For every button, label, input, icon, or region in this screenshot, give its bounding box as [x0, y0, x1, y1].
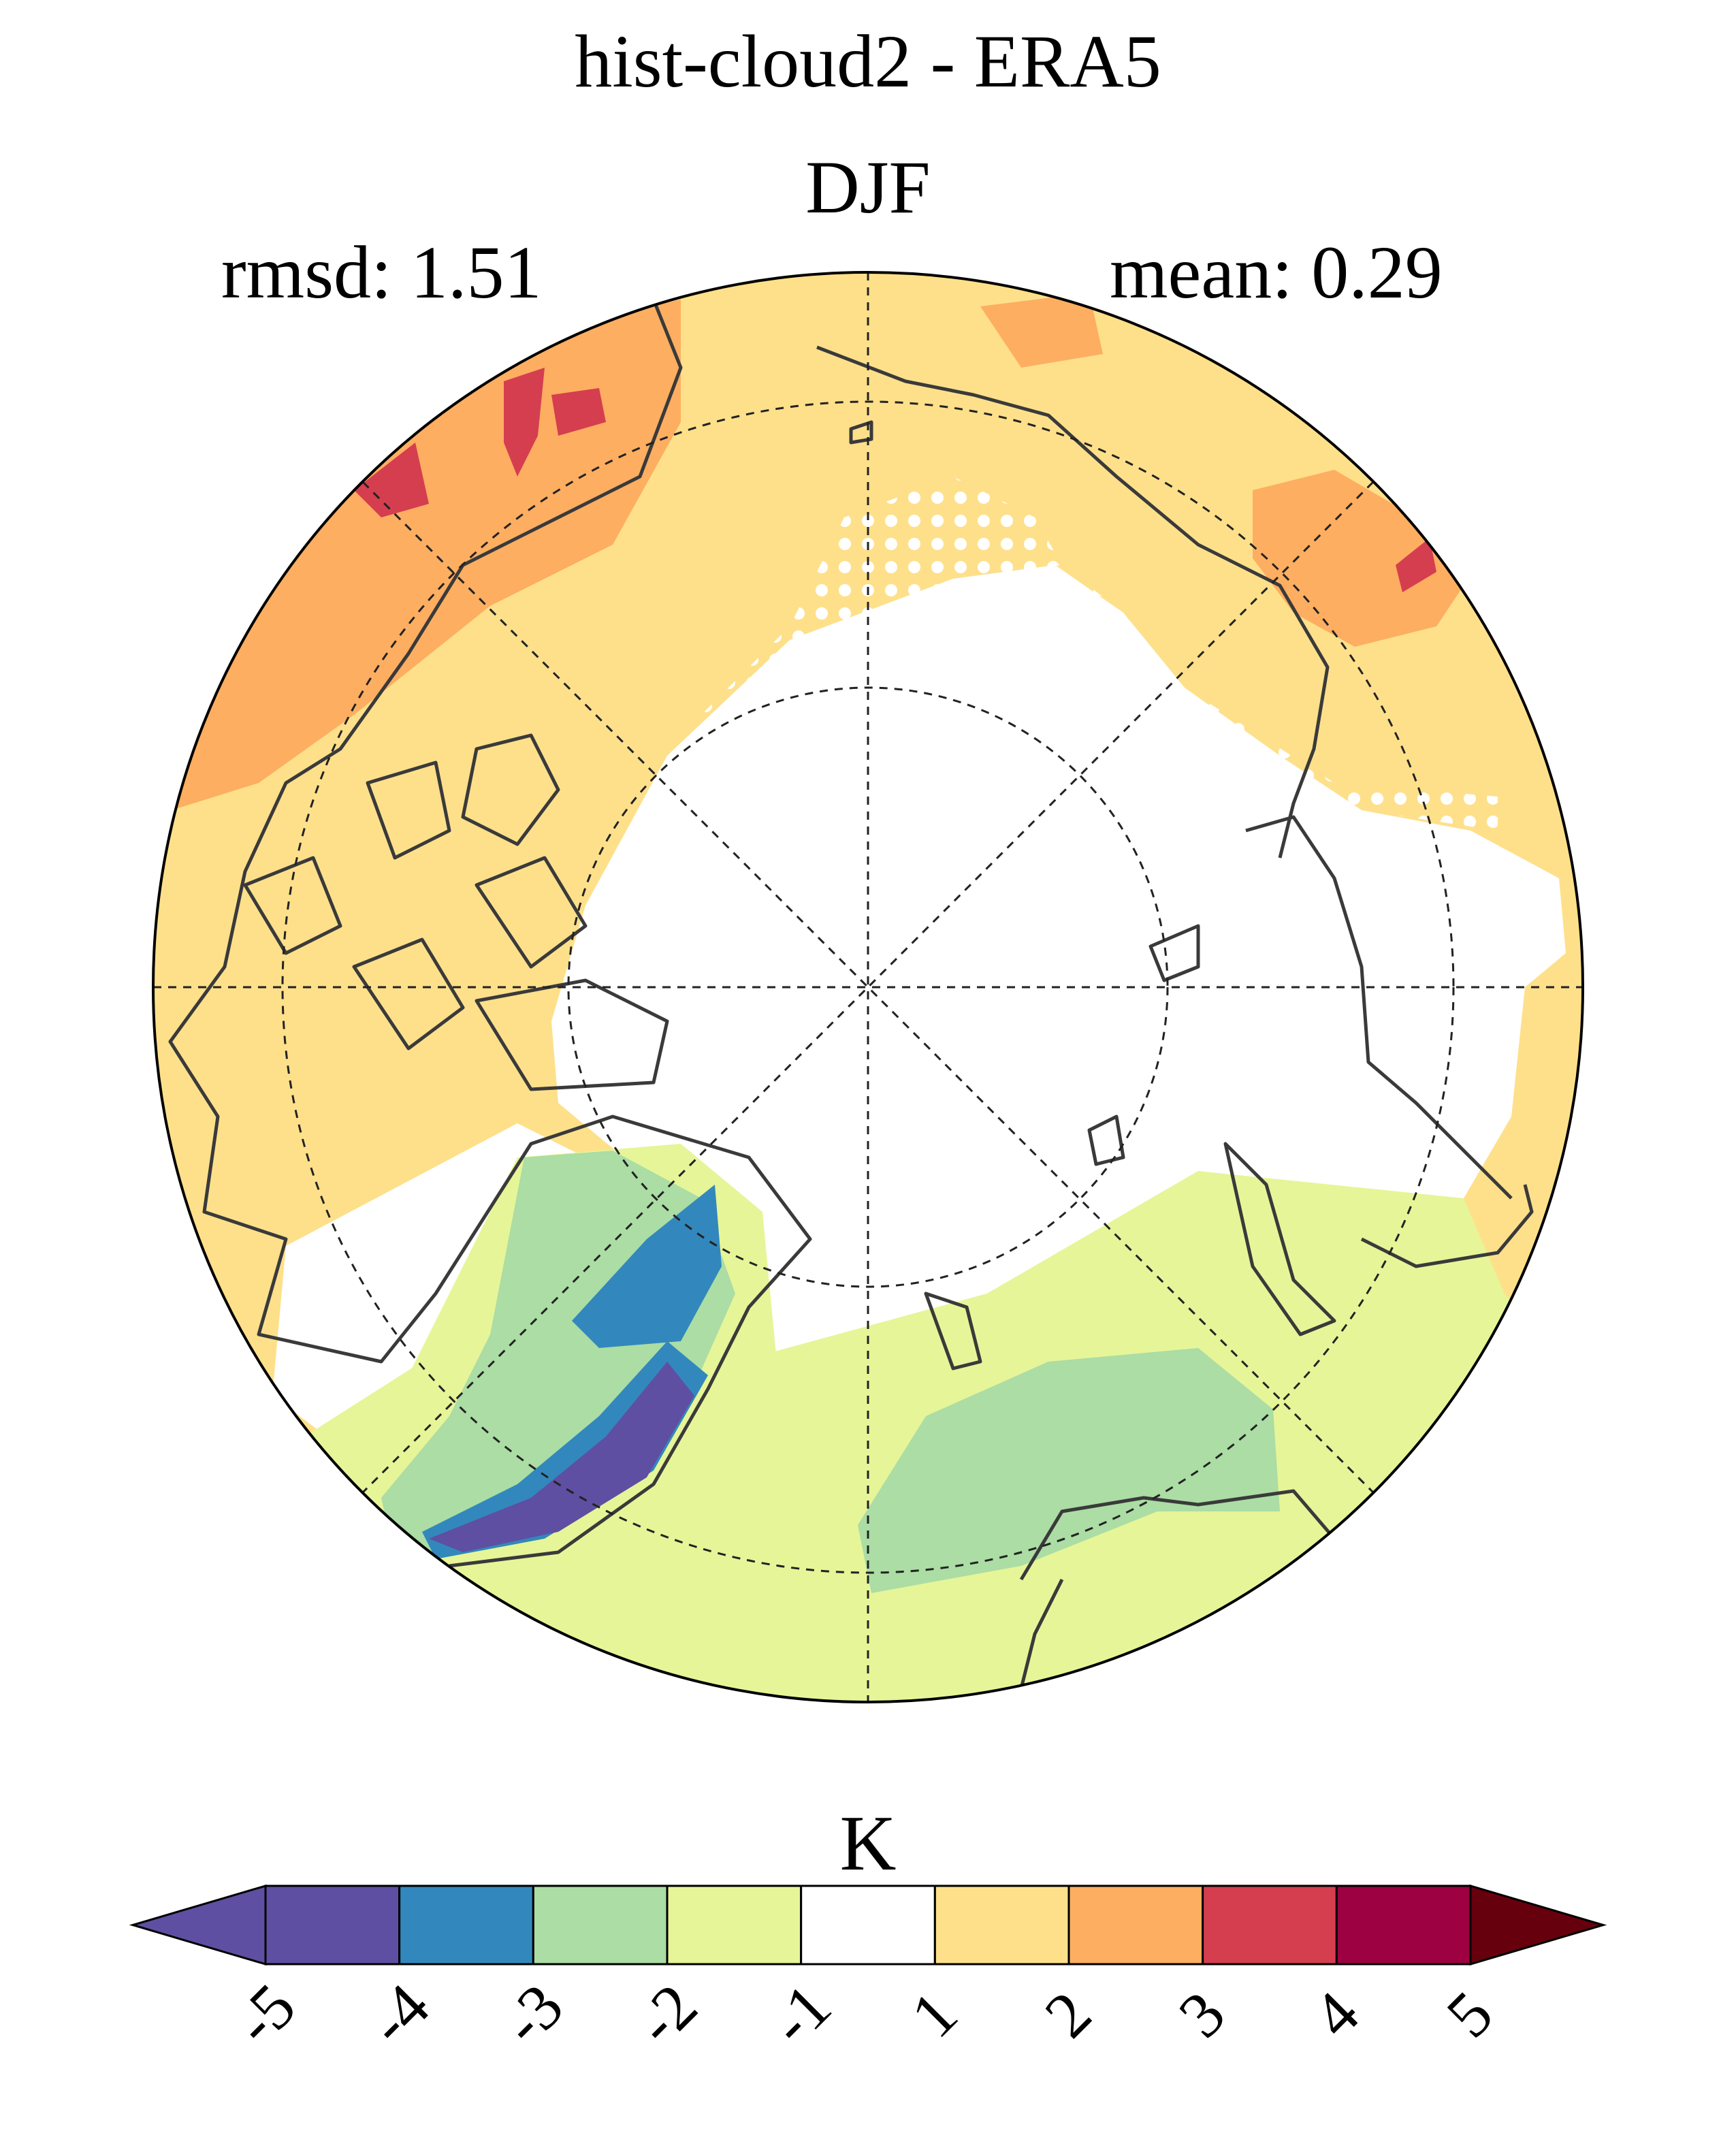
colorbar-box: [1335, 1885, 1472, 1966]
field-warm-2-top: [980, 293, 1103, 368]
coastlines: [168, 299, 1534, 1689]
colorbar-tick-label: -4: [354, 1970, 443, 2059]
field-warm-3-c: [354, 443, 429, 517]
colorbar-tick-label: 4: [1299, 1977, 1373, 2051]
colorbar-box: [1067, 1885, 1204, 1966]
colorbar-max-arrow: [1469, 1884, 1607, 1966]
colorbar-tick-label: -2: [622, 1970, 711, 2059]
colorbar-box: [666, 1885, 803, 1966]
colorbar-min-arrow: [129, 1884, 267, 1966]
colorbar-tick-label: 1: [897, 1977, 971, 2051]
stippling-2: [1062, 565, 1498, 831]
colorbar-box: [933, 1885, 1070, 1966]
field-warm-3-d: [1396, 538, 1436, 592]
colorbar-tick-label: 3: [1165, 1977, 1239, 2051]
colorbar-tick-label: -3: [487, 1970, 577, 2059]
rmsd-label: rmsd: 1.51: [221, 231, 542, 314]
polar-map: [152, 271, 1584, 1703]
colorbar-tick-label: -1: [756, 1970, 845, 2059]
title-line-1: hist-cloud2 - ERA5: [575, 20, 1161, 103]
colorbar-box: [264, 1885, 401, 1966]
field-cool-4: [429, 1362, 694, 1552]
colorbar-units: K: [839, 1800, 897, 1887]
colorbar-tick-label: 2: [1031, 1977, 1105, 2051]
colorbar-box: [1202, 1885, 1338, 1966]
field-cool-3-b: [422, 1341, 708, 1559]
colorbar-tick-label: 5: [1432, 1977, 1507, 2051]
mean-label: mean: 0.29: [1110, 231, 1443, 314]
field-cool-3: [572, 1185, 722, 1348]
colorbar-box: [532, 1885, 669, 1966]
colorbar-tick-label: -5: [220, 1970, 309, 2059]
field-near-zero: [551, 565, 1566, 1355]
field-cool-2-e: [858, 1348, 1280, 1593]
field-warm-3-b: [551, 388, 606, 436]
stippling: [694, 477, 1062, 735]
graticule: [153, 272, 1583, 1702]
map-boundary: [152, 271, 1584, 1703]
field-warm-2-nw: [153, 300, 681, 817]
colorbar-box: [800, 1885, 936, 1966]
field-warm-2-ne: [1253, 470, 1464, 647]
colorbar-box: [398, 1885, 534, 1966]
title-line-2: DJF: [805, 146, 931, 229]
field-warm-3-a: [504, 368, 545, 477]
